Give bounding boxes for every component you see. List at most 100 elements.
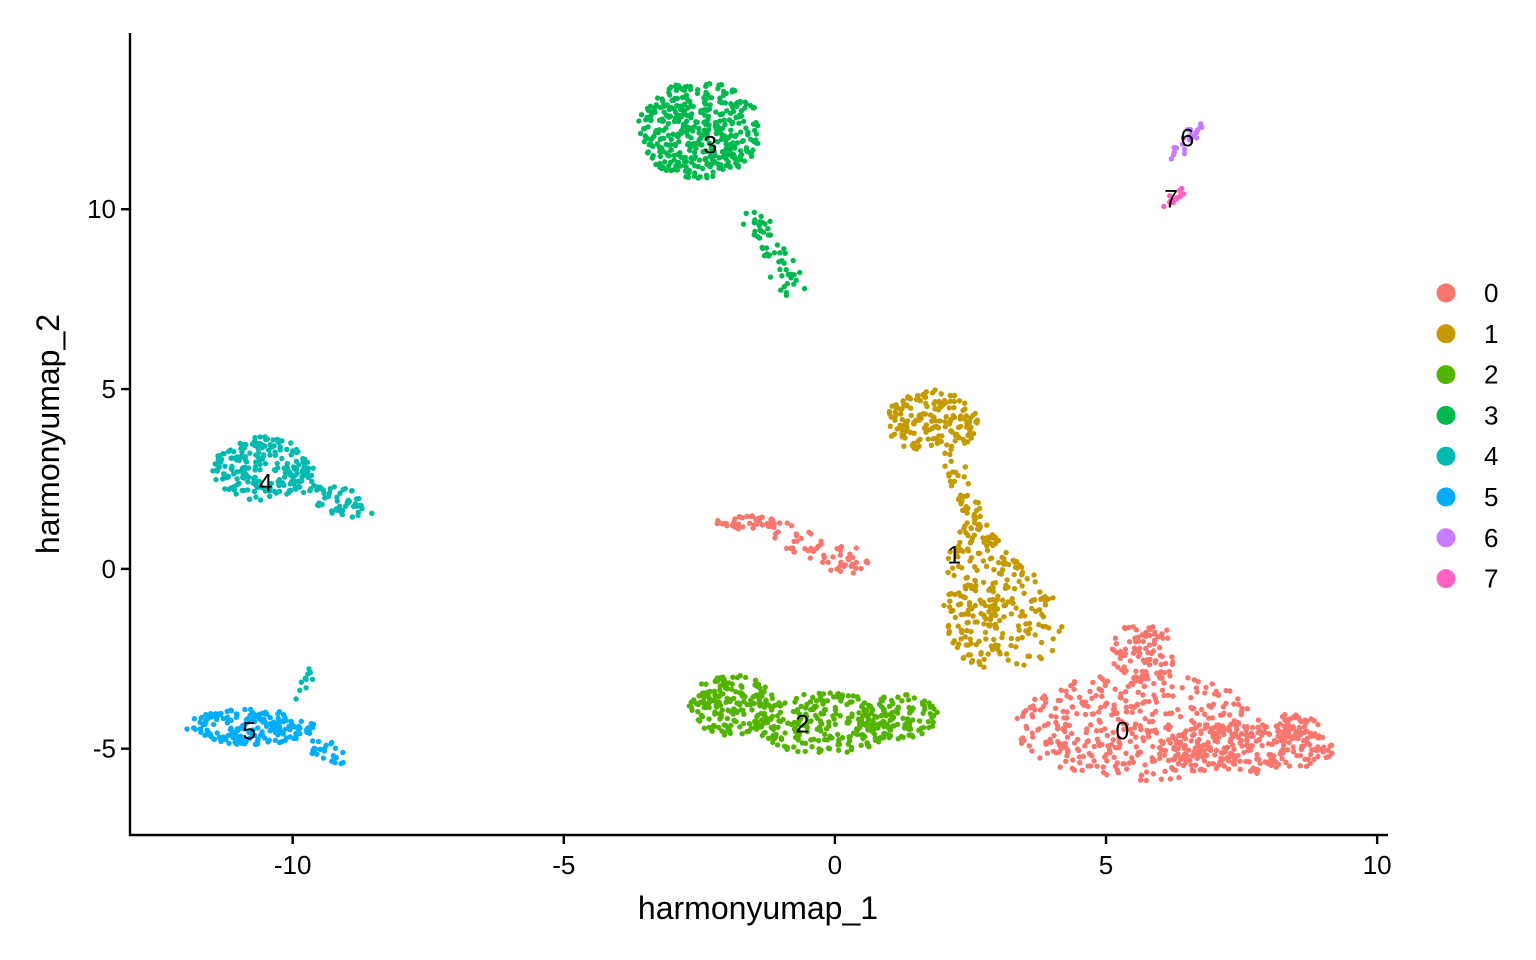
cluster-4-point: [234, 476, 240, 482]
cluster-0-point: [1221, 763, 1227, 769]
legend-label-1: 1: [1484, 319, 1498, 349]
cluster-0-point: [1202, 690, 1208, 696]
cluster-1-point: [941, 602, 947, 609]
cluster-0-point: [1173, 753, 1179, 759]
cluster-0-point: [853, 545, 859, 551]
cluster-0-point: [1175, 706, 1181, 713]
cluster-3-point: [745, 129, 751, 135]
cluster-3-point: [760, 245, 766, 251]
cluster-0-point: [1169, 654, 1175, 660]
cluster-2-point: [890, 723, 896, 729]
cluster-4-point: [271, 443, 277, 449]
cluster-0-point: [1239, 731, 1245, 737]
cluster-1-point: [891, 431, 898, 437]
cluster-2-point: [862, 722, 869, 728]
cluster-3-point: [730, 140, 736, 146]
cluster-0-point: [1189, 732, 1196, 739]
cluster-7-point: [1177, 193, 1184, 200]
cluster-3-point: [732, 133, 738, 140]
cluster-0-point: [1143, 633, 1149, 639]
cluster-0-point: [771, 520, 777, 527]
cluster-5-point: [224, 715, 230, 721]
cluster-4-point: [237, 440, 243, 446]
cluster-4-point: [252, 474, 258, 480]
cluster-5-point: [208, 714, 214, 720]
cluster-2-point: [782, 730, 788, 736]
cluster-4-point: [262, 434, 268, 440]
cluster-2-point: [791, 744, 797, 750]
cluster-5-point: [218, 738, 224, 744]
cluster-5-point: [211, 736, 218, 742]
cluster-0-point: [1054, 726, 1061, 732]
cluster-0-point: [1302, 729, 1308, 735]
cluster-0-point: [1044, 750, 1051, 756]
cluster-1-point: [1031, 572, 1037, 578]
cluster-0-point: [1094, 736, 1101, 742]
cluster-0-point: [1117, 655, 1124, 661]
cluster-3-point: [655, 129, 662, 136]
cluster-0-point: [1225, 766, 1232, 772]
cluster-1-point: [908, 412, 914, 419]
cluster-2-point: [865, 727, 871, 733]
cluster-0-point: [1172, 767, 1179, 773]
cluster-1-point: [947, 451, 953, 458]
cluster-3-point: [636, 118, 642, 124]
cluster-2-point: [823, 726, 830, 732]
cluster-3-point: [801, 285, 808, 292]
cluster-3-point: [680, 124, 686, 130]
cluster-4-point: [212, 461, 218, 467]
cluster-2-point: [724, 715, 730, 722]
cluster-3-point: [788, 271, 795, 277]
cluster-1-point: [1024, 576, 1030, 582]
cluster-0-point: [1143, 629, 1149, 636]
cluster-2-point: [733, 718, 739, 725]
cluster-2-point: [711, 688, 717, 694]
legend-label-7: 7: [1484, 564, 1498, 594]
cluster-0-point: [1231, 746, 1237, 752]
cluster-0-point: [1290, 714, 1296, 720]
cluster-0-point: [723, 520, 729, 527]
cluster-4-point: [210, 468, 216, 474]
cluster-3-point: [743, 125, 749, 131]
cluster-2-point: [781, 743, 788, 749]
cluster-3-point: [662, 159, 668, 165]
cluster-2-point: [740, 720, 747, 727]
x-tick-label: -10: [274, 850, 312, 880]
cluster-0-point: [1256, 737, 1263, 743]
cluster-4-point: [220, 475, 226, 482]
cluster-2-point: [748, 697, 754, 703]
cluster-0-point: [838, 543, 845, 550]
cluster-5-point: [246, 735, 253, 742]
cluster-0-point: [1085, 703, 1091, 710]
cluster-0-point: [1157, 644, 1163, 651]
cluster-0-point: [1160, 635, 1166, 641]
cluster-3-point: [696, 157, 703, 163]
cluster-3-point: [713, 109, 719, 115]
cluster-3-point: [720, 92, 727, 98]
cluster-1-point: [1012, 559, 1018, 565]
cluster-0-point: [1142, 762, 1148, 768]
cluster-4-point: [231, 449, 237, 455]
cluster-0-point: [1100, 769, 1107, 776]
cluster-1-point: [1004, 651, 1010, 657]
cluster-3-point: [693, 145, 699, 151]
cluster-3-point: [701, 127, 707, 134]
cluster-0-point: [1146, 698, 1152, 705]
cluster-3-point: [703, 83, 709, 90]
cluster-3-point: [717, 99, 723, 105]
cluster-1-point: [959, 565, 965, 571]
cluster-1-point: [1037, 589, 1043, 595]
cluster-1-point: [977, 661, 983, 668]
cluster-0-point: [1148, 650, 1155, 657]
cluster-3-point: [674, 103, 680, 109]
cluster-0-point: [1229, 742, 1236, 748]
cluster-6-point: [1186, 133, 1192, 140]
cluster-0-point: [1320, 748, 1326, 754]
cluster-3-point: [781, 284, 787, 290]
cluster-1-point: [898, 411, 904, 417]
cluster-5-point: [259, 729, 265, 735]
cluster-4-point: [358, 502, 364, 509]
cluster-1-point: [893, 404, 900, 410]
cluster-0-point: [1138, 678, 1144, 684]
cluster-0-point: [1311, 718, 1317, 724]
